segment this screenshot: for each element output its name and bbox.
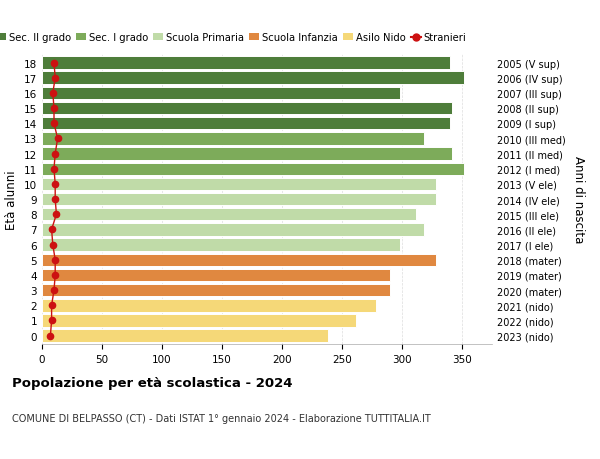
Bar [42,314,356,327]
Bar [42,269,390,281]
Bar [42,57,450,70]
Bar [42,193,436,206]
Bar [42,178,436,191]
Y-axis label: Anni di nascita: Anni di nascita [572,156,585,243]
Bar [42,254,436,266]
Text: COMUNE DI BELPASSO (CT) - Dati ISTAT 1° gennaio 2024 - Elaborazione TUTTITALIA.I: COMUNE DI BELPASSO (CT) - Dati ISTAT 1° … [12,413,431,423]
Bar [42,163,464,176]
Y-axis label: Età alunni: Età alunni [5,170,19,230]
Bar [42,330,328,342]
Legend: Sec. II grado, Sec. I grado, Scuola Primaria, Scuola Infanzia, Asilo Nido, Stran: Sec. II grado, Sec. I grado, Scuola Prim… [0,29,470,47]
Bar [42,239,400,251]
Text: Popolazione per età scolastica - 2024: Popolazione per età scolastica - 2024 [12,376,293,389]
Bar [42,148,452,161]
Bar [42,284,390,297]
Bar [42,118,450,130]
Bar [42,88,400,100]
Bar [42,299,376,312]
Bar [42,73,464,85]
Bar [42,133,424,146]
Bar [42,103,452,115]
Bar [42,224,424,236]
Bar [42,208,416,221]
